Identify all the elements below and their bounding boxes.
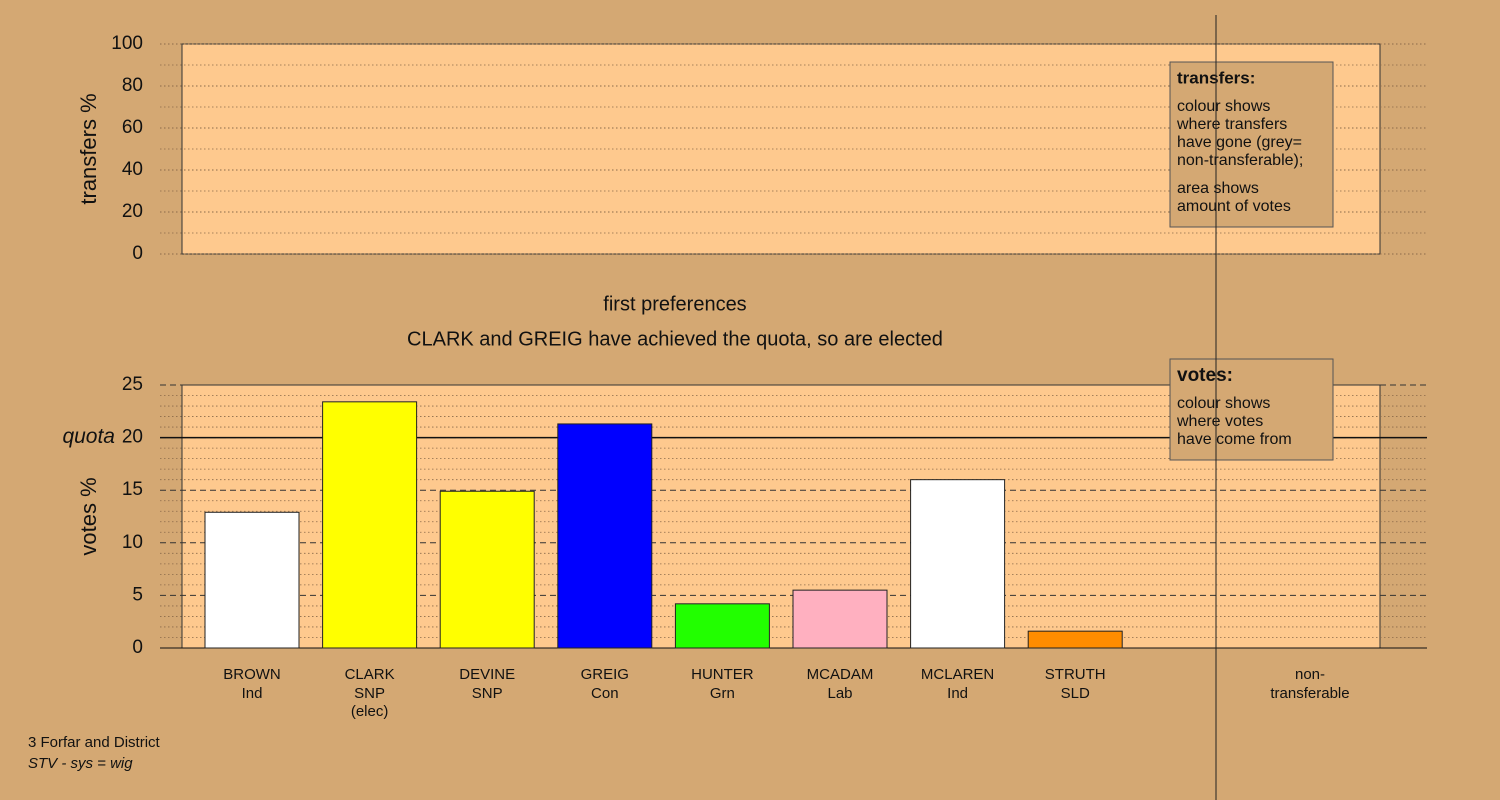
party-label: Lab bbox=[827, 685, 852, 702]
y-tick-label: 5 bbox=[132, 584, 143, 605]
category-label: DEVINE bbox=[459, 666, 515, 683]
y-tick-label: 40 bbox=[122, 159, 143, 180]
category-label: MCLAREN bbox=[921, 666, 994, 683]
y-tick-label: 20 bbox=[122, 427, 143, 448]
y-tick-label: 100 bbox=[111, 33, 143, 54]
party-label: SNP bbox=[354, 685, 385, 702]
category-label: GREIG bbox=[581, 666, 629, 683]
bar bbox=[322, 401, 418, 649]
y-tick-label: 15 bbox=[122, 479, 143, 500]
legend-box bbox=[1169, 358, 1334, 461]
category-label: STRUTH bbox=[1045, 666, 1106, 683]
bar bbox=[910, 479, 1006, 649]
y-tick-label: 20 bbox=[122, 201, 143, 222]
y-axis-title: transfers % bbox=[76, 93, 101, 204]
party-label: Con bbox=[591, 685, 619, 702]
bar bbox=[204, 511, 300, 649]
legend-text: have come from bbox=[1177, 431, 1292, 448]
category-label: CLARK bbox=[345, 666, 395, 683]
bar bbox=[439, 490, 535, 649]
party-label: Grn bbox=[710, 685, 735, 702]
legend-text: area shows bbox=[1177, 180, 1259, 197]
y-tick-label: 80 bbox=[122, 75, 143, 96]
bar bbox=[792, 589, 888, 649]
party-label: Ind bbox=[947, 685, 968, 702]
nontransferable-label: non- bbox=[1295, 666, 1325, 683]
legend-title: votes: bbox=[1177, 365, 1233, 386]
legend-text: where transfers bbox=[1176, 116, 1287, 133]
legend-text: colour shows bbox=[1177, 395, 1270, 412]
category-label: MCADAM bbox=[807, 666, 874, 683]
chart-title: first preferences bbox=[603, 293, 746, 315]
system-label: STV - sys = wig bbox=[28, 755, 133, 772]
bar bbox=[557, 423, 653, 649]
district-label: 3 Forfar and District bbox=[28, 734, 161, 751]
quota-label: quota bbox=[62, 425, 115, 448]
nontransferable-label: transferable bbox=[1270, 685, 1349, 702]
party-label: Ind bbox=[242, 685, 263, 702]
category-note: (elec) bbox=[351, 703, 389, 720]
y-axis-title: votes % bbox=[76, 477, 101, 555]
legend-box bbox=[1169, 61, 1334, 228]
bar bbox=[674, 603, 770, 649]
category-label: HUNTER bbox=[691, 666, 754, 683]
legend-text: amount of votes bbox=[1177, 198, 1291, 215]
y-tick-label: 60 bbox=[122, 117, 143, 138]
legend-text: colour shows bbox=[1177, 98, 1270, 115]
legend-text: where votes bbox=[1176, 413, 1263, 430]
y-tick-label: 25 bbox=[122, 374, 143, 395]
legend-text: non-transferable); bbox=[1177, 152, 1303, 169]
legend-text: have gone (grey= bbox=[1177, 134, 1302, 151]
y-tick-label: 0 bbox=[132, 637, 143, 658]
chart-subtitle: CLARK and GREIG have achieved the quota,… bbox=[407, 328, 943, 350]
y-tick-label: 10 bbox=[122, 532, 143, 553]
y-tick-label: 0 bbox=[132, 243, 143, 264]
party-label: SNP bbox=[472, 685, 503, 702]
bar bbox=[1027, 630, 1123, 649]
party-label: SLD bbox=[1061, 685, 1090, 702]
category-label: BROWN bbox=[223, 666, 281, 683]
